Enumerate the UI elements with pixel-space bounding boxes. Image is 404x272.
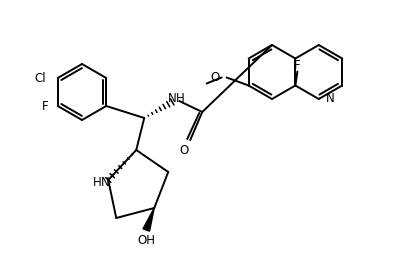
Text: N: N <box>326 92 335 106</box>
Text: O: O <box>210 71 220 84</box>
Text: O: O <box>180 144 189 156</box>
Text: Cl: Cl <box>34 72 46 85</box>
Text: F: F <box>294 59 301 72</box>
Text: N: N <box>168 91 177 104</box>
Text: H: H <box>176 91 185 104</box>
Text: OH: OH <box>137 233 155 246</box>
Text: N: N <box>101 175 110 188</box>
Text: F: F <box>42 100 49 113</box>
Text: H: H <box>93 175 102 188</box>
Polygon shape <box>143 208 154 231</box>
